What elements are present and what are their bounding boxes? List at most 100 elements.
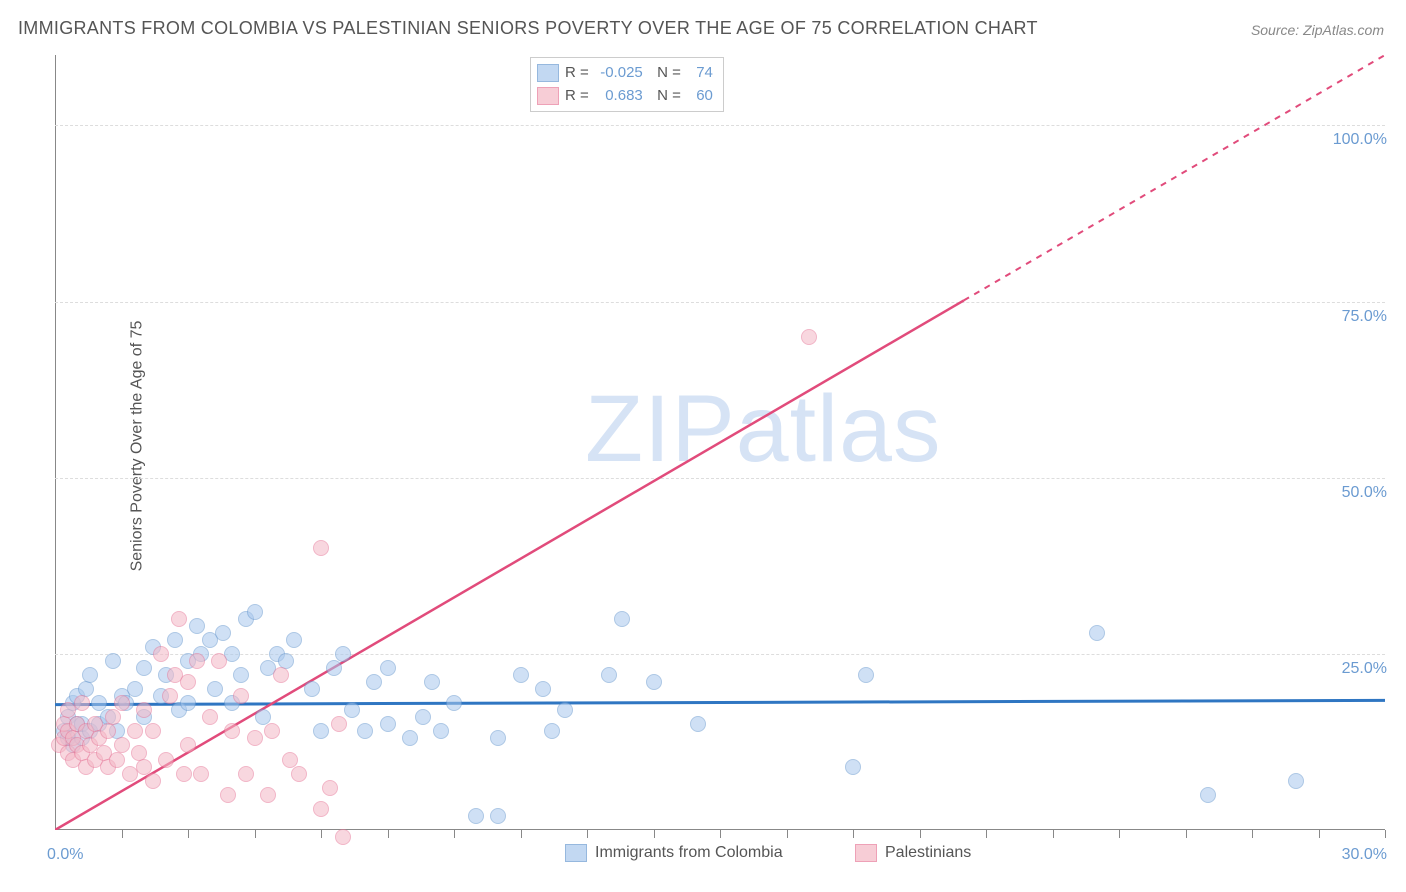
- legend-series-label: Immigrants from Colombia: [595, 844, 783, 862]
- x-tick: [1319, 830, 1320, 838]
- trend-lines-layer: [55, 55, 1385, 830]
- data-point: [74, 695, 90, 711]
- data-point: [247, 730, 263, 746]
- x-tick: [255, 830, 256, 838]
- legend-swatch: [565, 844, 587, 862]
- data-point: [313, 723, 329, 739]
- legend-n-value: 74: [687, 62, 713, 85]
- data-point: [202, 709, 218, 725]
- data-point: [273, 667, 289, 683]
- chart-title: IMMIGRANTS FROM COLOMBIA VS PALESTINIAN …: [18, 18, 1038, 39]
- data-point: [446, 695, 462, 711]
- data-point: [291, 766, 307, 782]
- data-point: [380, 716, 396, 732]
- plot-area: ZIPatlas 25.0%50.0%75.0%100.0%0.0%30.0%R…: [55, 55, 1385, 830]
- data-point: [82, 667, 98, 683]
- x-tick: [454, 830, 455, 838]
- legend-swatch: [537, 64, 559, 82]
- x-tick: [1252, 830, 1253, 838]
- data-point: [513, 667, 529, 683]
- data-point: [207, 681, 223, 697]
- data-point: [380, 660, 396, 676]
- data-point: [433, 723, 449, 739]
- data-point: [313, 801, 329, 817]
- data-point: [114, 695, 130, 711]
- x-tick: [188, 830, 189, 838]
- data-point: [224, 723, 240, 739]
- data-point: [313, 540, 329, 556]
- data-point: [858, 667, 874, 683]
- data-point: [1200, 787, 1216, 803]
- data-point: [105, 709, 121, 725]
- data-point: [105, 653, 121, 669]
- trend-line-solid: [55, 700, 1385, 704]
- legend-n-value: 60: [687, 85, 713, 108]
- data-point: [260, 787, 276, 803]
- data-point: [153, 646, 169, 662]
- legend-n-label: N =: [649, 85, 681, 108]
- data-point: [490, 730, 506, 746]
- legend-series: Palestinians: [855, 844, 971, 862]
- source-attribution: Source: ZipAtlas.com: [1251, 22, 1384, 38]
- legend-r-label: R =: [565, 85, 589, 108]
- x-tick: [1119, 830, 1120, 838]
- legend-row: R = -0.025 N = 74: [537, 62, 713, 85]
- data-point: [238, 766, 254, 782]
- legend-swatch: [537, 87, 559, 105]
- data-point: [322, 780, 338, 796]
- x-tick: [1385, 830, 1386, 838]
- data-point: [189, 653, 205, 669]
- data-point: [335, 646, 351, 662]
- data-point: [544, 723, 560, 739]
- data-point: [211, 653, 227, 669]
- data-point: [424, 674, 440, 690]
- data-point: [180, 674, 196, 690]
- data-point: [180, 695, 196, 711]
- data-point: [614, 611, 630, 627]
- data-point: [801, 329, 817, 345]
- x-tick: [920, 830, 921, 838]
- data-point: [127, 681, 143, 697]
- legend-r-label: R =: [565, 62, 589, 85]
- data-point: [193, 766, 209, 782]
- data-point: [468, 808, 484, 824]
- data-point: [690, 716, 706, 732]
- x-tick: [654, 830, 655, 838]
- data-point: [535, 681, 551, 697]
- x-tick: [587, 830, 588, 838]
- data-point: [247, 604, 263, 620]
- data-point: [601, 667, 617, 683]
- data-point: [145, 723, 161, 739]
- data-point: [331, 716, 347, 732]
- legend-r-value: 0.683: [595, 85, 643, 108]
- data-point: [167, 632, 183, 648]
- data-point: [490, 808, 506, 824]
- x-max-label: 30.0%: [1342, 846, 1387, 864]
- legend-n-label: N =: [649, 62, 681, 85]
- data-point: [171, 611, 187, 627]
- data-point: [127, 723, 143, 739]
- data-point: [845, 759, 861, 775]
- x-tick: [1053, 830, 1054, 838]
- x-tick: [787, 830, 788, 838]
- data-point: [220, 787, 236, 803]
- data-point: [326, 660, 342, 676]
- legend-series-label: Palestinians: [885, 844, 971, 862]
- x-origin-label: 0.0%: [47, 846, 83, 864]
- data-point: [415, 709, 431, 725]
- x-tick: [1186, 830, 1187, 838]
- data-point: [100, 723, 116, 739]
- data-point: [646, 674, 662, 690]
- data-point: [366, 674, 382, 690]
- data-point: [233, 688, 249, 704]
- x-tick: [122, 830, 123, 838]
- data-point: [1089, 625, 1105, 641]
- data-point: [233, 667, 249, 683]
- legend-series: Immigrants from Colombia: [565, 844, 783, 862]
- correlation-chart: IMMIGRANTS FROM COLOMBIA VS PALESTINIAN …: [0, 0, 1406, 892]
- data-point: [1288, 773, 1304, 789]
- data-point: [264, 723, 280, 739]
- trend-line-dashed: [964, 55, 1385, 300]
- data-point: [344, 702, 360, 718]
- x-tick: [986, 830, 987, 838]
